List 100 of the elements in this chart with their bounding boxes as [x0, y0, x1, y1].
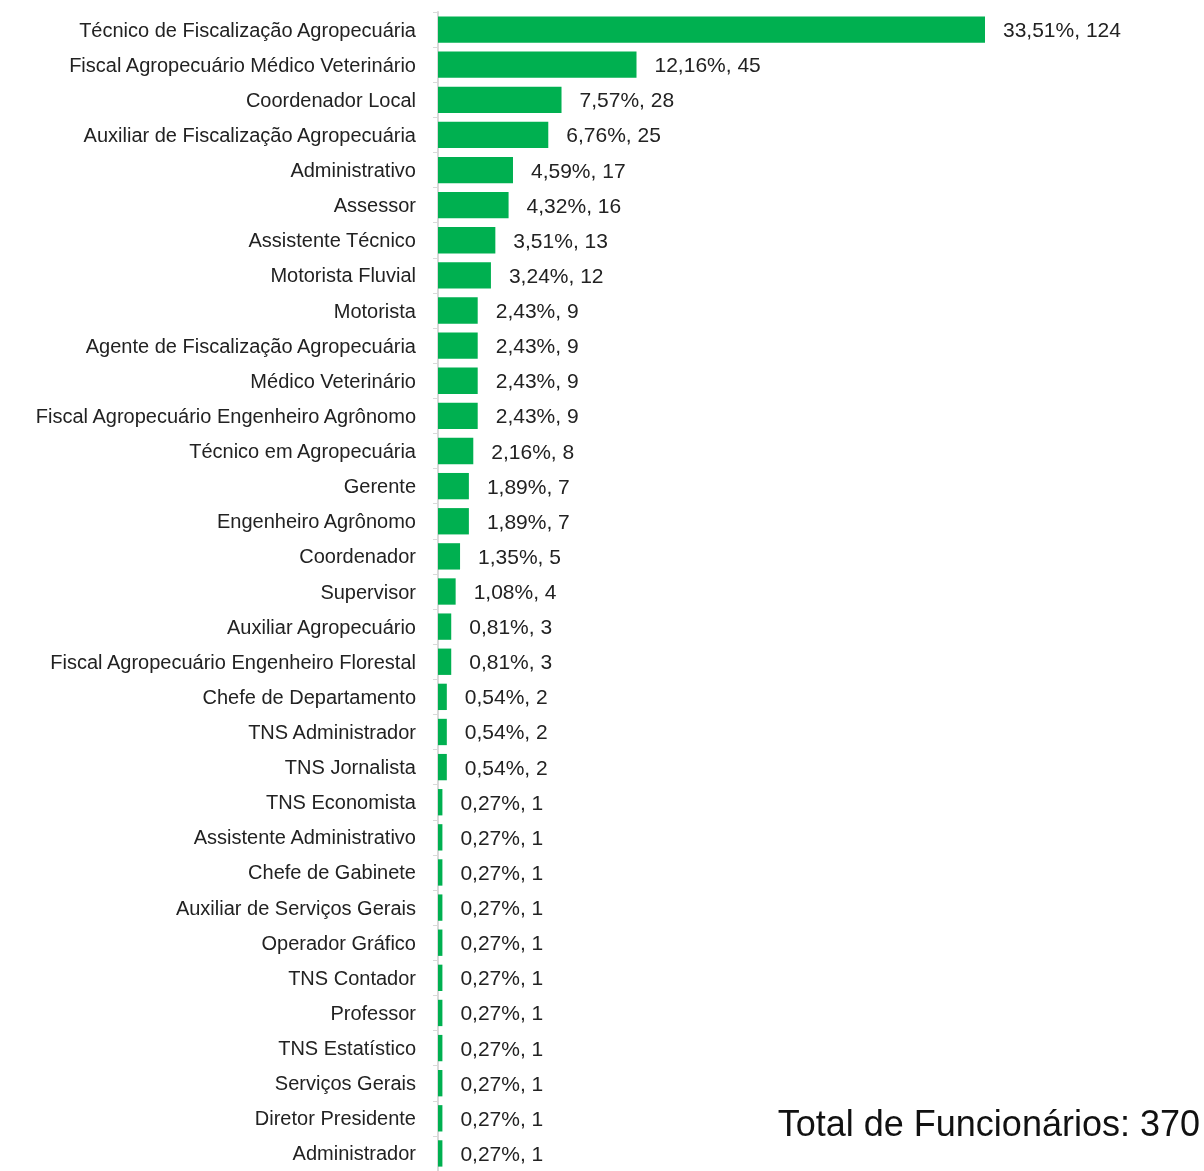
- bar: [438, 929, 443, 956]
- bar: [438, 578, 456, 605]
- data-label: 0,54%, 2: [464, 685, 548, 709]
- y-tick-label: Diretor Presidente: [254, 1107, 416, 1130]
- data-label: 0,27%, 1: [460, 931, 544, 955]
- y-tick-label: Assistente Administrativo: [193, 826, 416, 849]
- data-label: 0,81%, 3: [469, 615, 553, 639]
- bar: [438, 86, 562, 113]
- data-label: 0,27%, 1: [460, 790, 544, 814]
- y-tick-label: Administrativo: [290, 159, 416, 182]
- data-label: 0,81%, 3: [469, 650, 553, 674]
- bar: [438, 753, 447, 781]
- data-label: 33,51%, 124: [1003, 18, 1122, 42]
- y-tick-label: Auxiliar de Fiscalização Agropecuária: [83, 123, 417, 146]
- data-label: 0,27%, 1: [460, 896, 544, 920]
- bar: [438, 1034, 443, 1062]
- y-tick-label: Chefe de Departamento: [202, 685, 416, 708]
- data-label: 4,59%, 17: [530, 158, 626, 182]
- bar: [438, 472, 469, 500]
- data-label: 0,27%, 1: [460, 1106, 544, 1130]
- bar: [438, 508, 469, 535]
- y-tick-label: Fiscal Agropecuário Engenheiro Agrônomo: [35, 404, 416, 427]
- y-tick-label: Chefe de Gabinete: [248, 861, 416, 884]
- y-tick-label: Fiscal Agropecuário Engenheiro Florestal: [50, 650, 416, 673]
- bar: [438, 16, 985, 43]
- data-label: 2,16%, 8: [491, 439, 575, 463]
- bar: [438, 297, 478, 324]
- data-label: 3,24%, 12: [508, 263, 604, 287]
- bar: [438, 332, 478, 359]
- bar: [438, 648, 452, 675]
- y-tick-label: Professor: [330, 1001, 417, 1024]
- y-tick-label: Técnico de Fiscalização Agropecuária: [79, 18, 417, 41]
- data-label: 0,27%, 1: [460, 1036, 544, 1060]
- data-label: 0,27%, 1: [460, 1071, 544, 1095]
- y-tick-label: Motorista Fluvial: [270, 264, 416, 287]
- bar: [438, 894, 443, 921]
- data-label: 0,54%, 2: [464, 720, 548, 744]
- data-label: 12,16%, 45: [654, 53, 761, 77]
- bar: [438, 156, 513, 184]
- bar: [438, 227, 496, 254]
- bar: [438, 1070, 443, 1097]
- data-label: 2,43%, 9: [495, 299, 579, 323]
- y-tick-label: Auxiliar Agropecuário: [227, 615, 416, 638]
- y-tick-label: TNS Contador: [288, 966, 417, 989]
- bar: [438, 824, 443, 851]
- data-label: 0,27%, 1: [460, 1001, 544, 1025]
- y-tick-label: Assessor: [333, 194, 417, 217]
- y-tick-label: Médico Veterinário: [250, 369, 416, 392]
- bar: [438, 1105, 443, 1132]
- data-label: 0,27%, 1: [460, 966, 544, 990]
- bar: [438, 262, 491, 289]
- y-tick-label: Administrador: [292, 1142, 417, 1165]
- y-tick-label: Técnico em Agropecuária: [189, 440, 417, 463]
- bar: [438, 613, 452, 640]
- data-label: 0,27%, 1: [460, 1141, 544, 1165]
- data-label: 7,57%, 28: [579, 88, 675, 112]
- bar: [438, 964, 443, 991]
- bar: [438, 543, 461, 570]
- bar: [438, 51, 637, 78]
- y-tick-label: Motorista: [333, 299, 417, 322]
- bar: [438, 437, 474, 465]
- data-label: 0,54%, 2: [464, 755, 548, 779]
- y-tick-label: TNS Jornalista: [284, 756, 417, 779]
- y-tick-label: Gerente: [343, 475, 416, 498]
- data-label: 3,51%, 13: [513, 228, 608, 252]
- bar: [438, 718, 447, 746]
- data-label: 0,27%, 1: [460, 860, 544, 884]
- bar: [438, 192, 509, 219]
- y-tick-label: Engenheiro Agrônomo: [216, 510, 416, 533]
- bar: [438, 1140, 443, 1167]
- bar: [438, 859, 443, 886]
- y-tick-label: Coordenador: [299, 545, 417, 568]
- y-tick-label: TNS Estatístico: [278, 1037, 416, 1060]
- data-label: 2,43%, 9: [495, 334, 579, 358]
- bar: [438, 683, 447, 711]
- y-tick-label: Assistente Técnico: [248, 229, 416, 252]
- data-label: 0,27%, 1: [460, 825, 544, 849]
- data-label: 1,89%, 7: [486, 474, 570, 498]
- y-tick-label: Auxiliar de Serviços Gerais: [175, 896, 416, 919]
- y-tick-label: Operador Gráfico: [261, 931, 416, 954]
- bar: [438, 121, 549, 149]
- annotation: Total de Funcionários: 370: [777, 1102, 1200, 1144]
- bar: [438, 402, 478, 430]
- bar: [438, 999, 443, 1027]
- bar: [438, 367, 478, 394]
- data-label: 1,89%, 7: [486, 509, 570, 533]
- data-label: 2,43%, 9: [495, 404, 579, 428]
- y-tick-label: TNS Economista: [265, 791, 417, 814]
- data-label: 6,76%, 25: [566, 123, 661, 147]
- data-label: 1,08%, 4: [473, 580, 557, 603]
- bar: [438, 789, 443, 816]
- y-tick-label: Supervisor: [320, 580, 417, 603]
- data-label: 1,35%, 5: [478, 544, 561, 568]
- data-label: 2,43%, 9: [495, 369, 579, 393]
- y-tick-label: Coordenador Local: [245, 88, 416, 111]
- data-label: 4,32%, 16: [526, 193, 622, 217]
- y-tick-label: Agente de Fiscalização Agropecuária: [85, 334, 417, 357]
- y-tick-label: TNS Administrador: [248, 720, 417, 743]
- y-tick-label: Fiscal Agropecuário Médico Veterinário: [69, 53, 416, 76]
- y-tick-label: Serviços Gerais: [274, 1072, 416, 1095]
